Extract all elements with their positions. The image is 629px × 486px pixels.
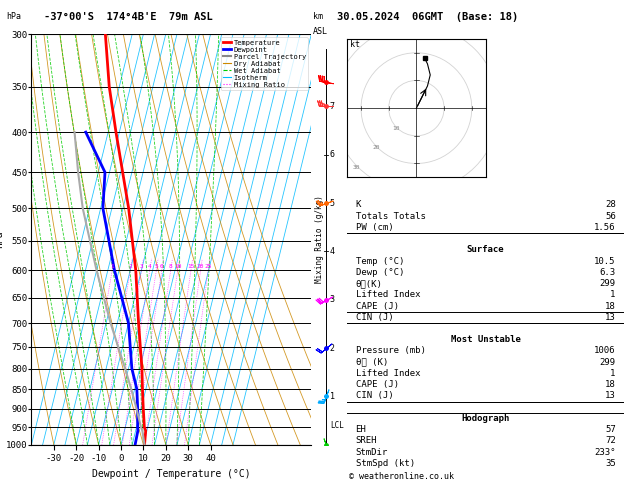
Text: 10: 10 (174, 264, 181, 269)
Text: PW (cm): PW (cm) (355, 223, 393, 232)
Text: LCL: LCL (330, 421, 343, 430)
Text: 20: 20 (373, 145, 381, 151)
Text: Pressure (mb): Pressure (mb) (355, 347, 425, 355)
Text: Hodograph: Hodograph (462, 414, 509, 423)
Text: 233°: 233° (594, 448, 616, 457)
Text: 6: 6 (160, 264, 164, 269)
Text: 1006: 1006 (594, 347, 616, 355)
Text: 5: 5 (330, 199, 335, 208)
Text: 18: 18 (605, 301, 616, 311)
Text: 56: 56 (605, 211, 616, 221)
Text: θᴇ (K): θᴇ (K) (355, 358, 387, 367)
Text: 20: 20 (197, 264, 204, 269)
Text: km: km (313, 12, 323, 21)
Text: 1.56: 1.56 (594, 223, 616, 232)
Text: 1: 1 (110, 264, 114, 269)
Text: SREH: SREH (355, 436, 377, 445)
Text: Surface: Surface (467, 245, 504, 254)
Y-axis label: hPa: hPa (0, 230, 4, 248)
Text: 4: 4 (148, 264, 152, 269)
Text: 4: 4 (330, 247, 335, 256)
Text: kt: kt (350, 40, 360, 49)
Text: 35: 35 (605, 459, 616, 468)
Text: 10.5: 10.5 (594, 257, 616, 265)
Text: Temp (°C): Temp (°C) (355, 257, 404, 265)
Text: 299: 299 (599, 279, 616, 288)
Text: θᴇ(K): θᴇ(K) (355, 279, 382, 288)
Legend: Temperature, Dewpoint, Parcel Trajectory, Dry Adiabat, Wet Adiabat, Isotherm, Mi: Temperature, Dewpoint, Parcel Trajectory… (221, 37, 308, 90)
Text: Lifted Index: Lifted Index (355, 369, 420, 378)
Text: 13: 13 (605, 391, 616, 400)
Text: 28: 28 (605, 200, 616, 209)
Text: 72: 72 (605, 436, 616, 445)
Text: 8: 8 (169, 264, 172, 269)
Text: -37°00'S  174°4B'E  79m ASL: -37°00'S 174°4B'E 79m ASL (44, 12, 213, 22)
Text: Most Unstable: Most Unstable (450, 335, 521, 344)
Text: 6.3: 6.3 (599, 268, 616, 277)
Text: 2: 2 (330, 344, 335, 352)
Text: 299: 299 (599, 358, 616, 367)
Text: CIN (J): CIN (J) (355, 313, 393, 322)
Text: 1: 1 (610, 290, 616, 299)
Text: 30.05.2024  06GMT  (Base: 18): 30.05.2024 06GMT (Base: 18) (337, 12, 518, 22)
Text: 3: 3 (140, 264, 143, 269)
Text: © weatheronline.co.uk: © weatheronline.co.uk (349, 472, 454, 481)
Text: 1: 1 (330, 392, 335, 401)
Text: 30: 30 (353, 165, 360, 171)
Text: 15: 15 (187, 264, 194, 269)
Text: 2: 2 (128, 264, 132, 269)
Text: CIN (J): CIN (J) (355, 391, 393, 400)
Text: hPa: hPa (6, 12, 21, 21)
Text: 5: 5 (155, 264, 159, 269)
Text: 3: 3 (330, 295, 335, 304)
Text: Dewp (°C): Dewp (°C) (355, 268, 404, 277)
Text: 7: 7 (330, 102, 335, 111)
Text: 10: 10 (392, 125, 400, 131)
Text: Totals Totals: Totals Totals (355, 211, 425, 221)
Text: 18: 18 (605, 380, 616, 389)
Text: 6: 6 (330, 150, 335, 159)
Text: 1: 1 (610, 369, 616, 378)
X-axis label: Dewpoint / Temperature (°C): Dewpoint / Temperature (°C) (92, 469, 251, 479)
Text: CAPE (J): CAPE (J) (355, 380, 399, 389)
Text: K: K (355, 200, 361, 209)
Text: 57: 57 (605, 425, 616, 434)
Text: EH: EH (355, 425, 366, 434)
Text: ASL: ASL (313, 27, 328, 36)
Text: Lifted Index: Lifted Index (355, 290, 420, 299)
Text: Mixing Ratio (g/kg): Mixing Ratio (g/kg) (314, 195, 324, 283)
Text: CAPE (J): CAPE (J) (355, 301, 399, 311)
Text: StmSpd (kt): StmSpd (kt) (355, 459, 415, 468)
Text: StmDir: StmDir (355, 448, 387, 457)
Text: 25: 25 (204, 264, 212, 269)
Text: 13: 13 (605, 313, 616, 322)
